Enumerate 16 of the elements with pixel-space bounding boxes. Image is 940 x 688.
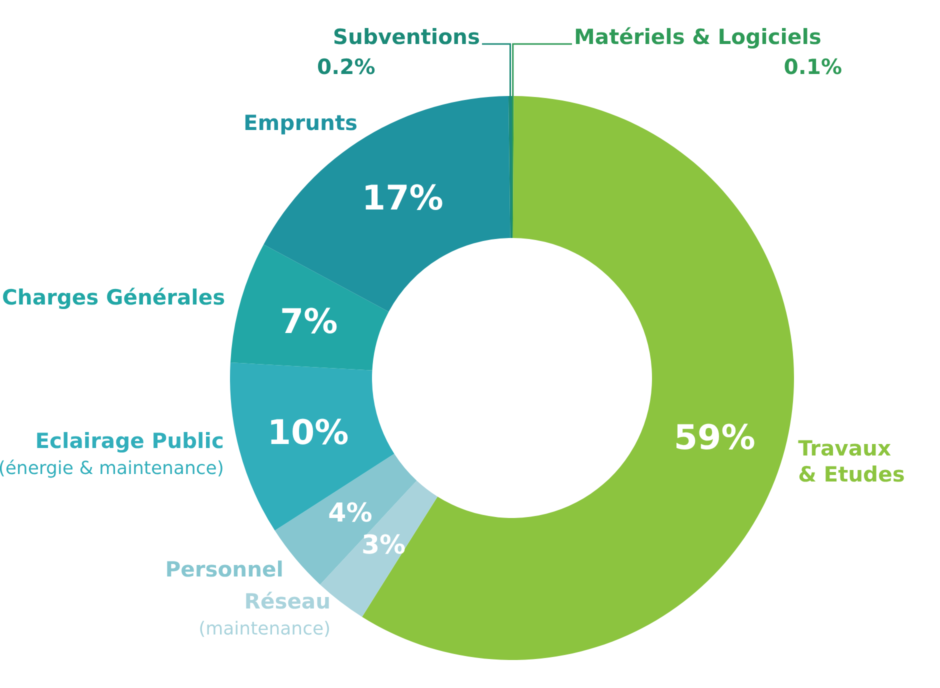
slice-label: Eclairage Public (énergie & maintenance) [0, 429, 224, 480]
data-label: 0.1% [784, 55, 842, 79]
slice-label: Réseau (maintenance) [198, 589, 331, 640]
data-label: 0.2% [317, 55, 376, 79]
data-label: 17% [362, 178, 444, 219]
slice-label: Travaux & Etudes [798, 436, 905, 486]
data-label: 10% [267, 412, 349, 453]
slice-label: Subventions [332, 25, 480, 49]
data-label: 4% [328, 498, 372, 528]
data-label: 3% [361, 530, 406, 560]
slice-label: Matériels & Logiciels [574, 25, 822, 49]
data-label: 59% [674, 418, 756, 458]
slice-label: Charges Générales [2, 285, 226, 310]
slice-label: Personnel [165, 557, 284, 582]
data-label: 7% [280, 302, 338, 342]
slice-label: Emprunts [243, 111, 358, 136]
